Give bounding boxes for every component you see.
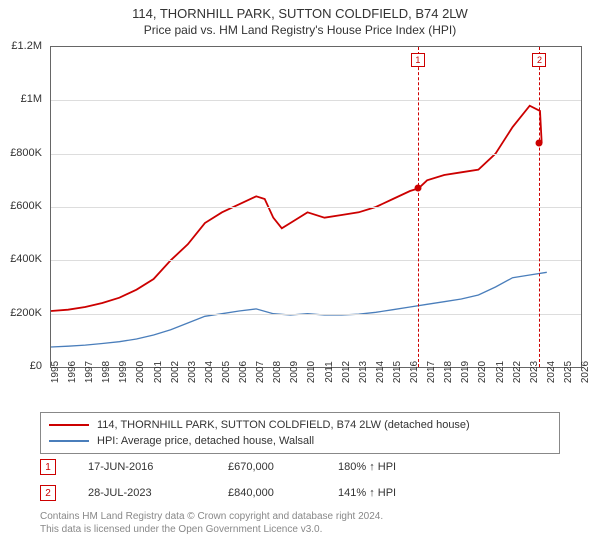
marker-date: 28-JUL-2023	[88, 487, 228, 499]
x-tick-label: 2014	[375, 361, 386, 383]
gridline-h	[51, 314, 581, 315]
series-line	[51, 106, 542, 311]
x-tick-label: 2001	[153, 361, 164, 383]
x-tick-label: 2009	[289, 361, 300, 383]
y-tick-label: £800K	[10, 147, 42, 159]
marker-table-row: 1 17-JUN-2016£670,000180% ↑ HPI	[40, 454, 560, 480]
legend-label: 114, THORNHILL PARK, SUTTON COLDFIELD, B…	[97, 419, 470, 431]
x-tick-label: 2008	[272, 361, 283, 383]
title-main: 114, THORNHILL PARK, SUTTON COLDFIELD, B…	[0, 6, 600, 21]
event-marker-badge: 1	[411, 53, 425, 67]
x-tick-label: 2022	[512, 361, 523, 383]
x-tick-label: 2012	[341, 361, 352, 383]
gridline-h	[51, 154, 581, 155]
legend-item: HPI: Average price, detached house, Wals…	[49, 433, 551, 449]
marker-badge: 2	[40, 485, 56, 501]
x-tick-label: 2015	[392, 361, 403, 383]
x-tick-label: 2018	[443, 361, 454, 383]
x-tick-label: 2026	[580, 361, 591, 383]
y-tick-label: £400K	[10, 253, 42, 265]
series-line	[51, 272, 547, 347]
x-tick-label: 2002	[170, 361, 181, 383]
title-block: 114, THORNHILL PARK, SUTTON COLDFIELD, B…	[0, 0, 600, 37]
x-tick-label: 2006	[238, 361, 249, 383]
x-tick-label: 2013	[358, 361, 369, 383]
footer-line-2: This data is licensed under the Open Gov…	[40, 523, 383, 536]
x-tick-label: 2024	[546, 361, 557, 383]
marker-date: 17-JUN-2016	[88, 461, 228, 473]
x-tick-label: 1996	[67, 361, 78, 383]
x-tick-label: 2004	[204, 361, 215, 383]
marker-hpi: 180% ↑ HPI	[338, 461, 458, 473]
gridline-h	[51, 207, 581, 208]
gridline-h	[51, 260, 581, 261]
legend-item: 114, THORNHILL PARK, SUTTON COLDFIELD, B…	[49, 417, 551, 433]
x-tick-label: 2016	[409, 361, 420, 383]
x-tick-label: 2007	[255, 361, 266, 383]
gridline-h	[51, 100, 581, 101]
x-tick-label: 2005	[221, 361, 232, 383]
x-tick-label: 1998	[101, 361, 112, 383]
x-tick-label: 2011	[324, 361, 335, 383]
y-tick-label: £200K	[10, 307, 42, 319]
marker-table-row: 2 28-JUL-2023£840,000141% ↑ HPI	[40, 480, 560, 506]
x-tick-label: 1995	[50, 361, 61, 383]
footer-line-1: Contains HM Land Registry data © Crown c…	[40, 510, 383, 523]
marker-hpi: 141% ↑ HPI	[338, 487, 458, 499]
event-marker-point	[536, 140, 543, 147]
x-tick-label: 2019	[460, 361, 471, 383]
x-tick-label: 2003	[187, 361, 198, 383]
legend-label: HPI: Average price, detached house, Wals…	[97, 435, 314, 447]
x-tick-label: 2010	[306, 361, 317, 383]
x-tick-label: 2025	[563, 361, 574, 383]
plot-area: 12	[50, 46, 582, 368]
x-tick-label: 2023	[529, 361, 540, 383]
x-tick-label: 2021	[495, 361, 506, 383]
marker-table: 1 17-JUN-2016£670,000180% ↑ HPI 2 28-JUL-20…	[40, 454, 560, 506]
x-tick-label: 1999	[118, 361, 129, 383]
marker-badge: 1	[40, 459, 56, 475]
event-marker-line	[418, 47, 419, 367]
title-sub: Price paid vs. HM Land Registry's House …	[0, 23, 600, 37]
y-axis: £0£200K£400K£600K£800K£1M£1.2M	[0, 46, 46, 366]
y-tick-label: £600K	[10, 200, 42, 212]
footer: Contains HM Land Registry data © Crown c…	[40, 510, 383, 536]
x-axis: 1995199619971998199920002001200220032004…	[50, 370, 580, 410]
legend-swatch	[49, 440, 89, 442]
marker-price: £670,000	[228, 461, 338, 473]
event-marker-line	[539, 47, 540, 367]
marker-price: £840,000	[228, 487, 338, 499]
event-marker-badge: 2	[532, 53, 546, 67]
x-tick-label: 2020	[477, 361, 488, 383]
event-marker-point	[414, 185, 421, 192]
y-tick-label: £1.2M	[11, 40, 42, 52]
x-tick-label: 2000	[135, 361, 146, 383]
x-tick-label: 1997	[84, 361, 95, 383]
chart-container: 114, THORNHILL PARK, SUTTON COLDFIELD, B…	[0, 0, 600, 560]
y-tick-label: £0	[30, 360, 42, 372]
legend: 114, THORNHILL PARK, SUTTON COLDFIELD, B…	[40, 412, 560, 454]
legend-swatch	[49, 424, 89, 426]
x-tick-label: 2017	[426, 361, 437, 383]
y-tick-label: £1M	[21, 93, 42, 105]
